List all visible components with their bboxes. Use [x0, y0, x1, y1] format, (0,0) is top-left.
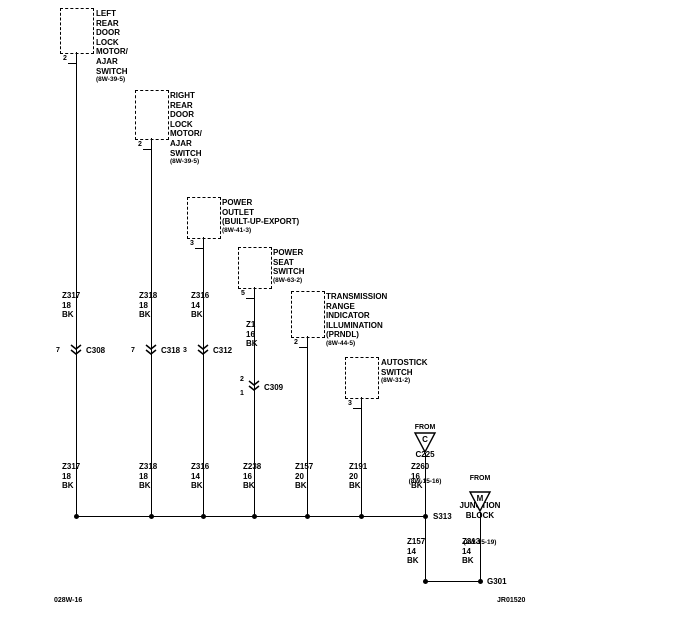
junction-dot [74, 514, 79, 519]
inline-connector-icon [248, 380, 260, 391]
inline-connector-icon [70, 344, 82, 355]
wire-z157 [307, 336, 309, 517]
connector-label: C309 [264, 383, 284, 392]
pin-number: 5 [241, 290, 245, 297]
connector-triangle-icon: M [468, 491, 492, 513]
connector-triangle-icon: C [413, 432, 437, 454]
component-label: TRANSMISSION RANGE INDICATOR ILLUMINATIO… [326, 292, 387, 348]
connector-label: C312 [213, 346, 233, 355]
wire-z316 [203, 237, 205, 517]
connector-pin-number: 3 [183, 347, 187, 354]
pin-number: 2 [138, 141, 142, 148]
pin-tick [246, 298, 254, 300]
component-box-left-rear-door-lock [60, 8, 94, 54]
connector-pin-number: 1 [240, 390, 244, 397]
pin-number: 2 [63, 55, 67, 62]
from-text: FROM [414, 424, 436, 431]
wire-z317 [76, 52, 78, 517]
wire-label: Z317 18 BK [62, 462, 81, 491]
source-c225: FROM C225 (8W-15-16) [401, 406, 449, 504]
triangle-letter: M [477, 494, 484, 503]
wire-z318 [151, 138, 153, 517]
wire-label: Z191 20 BK [349, 462, 368, 491]
inline-connector-icon [197, 344, 209, 355]
component-box-power-seat-switch [238, 247, 272, 289]
wire-label: Z318 18 BK [139, 291, 158, 320]
pin-tick [299, 347, 307, 349]
component-label: RIGHT REAR DOOR LOCK MOTOR/ AJAR SWITCH(… [170, 91, 202, 166]
wire-label: Z316 14 BK [191, 462, 210, 491]
ground-link-wire [425, 581, 481, 583]
component-name: TRANSMISSION RANGE INDICATOR ILLUMINATIO… [326, 292, 388, 340]
pin-tick [353, 408, 361, 410]
wire-label: Z313 14 BK [462, 537, 481, 566]
component-ref: (8W-63-2) [273, 276, 303, 284]
component-name: AUTOSTICK SWITCH [381, 358, 428, 377]
component-ref: (8W-41-3) [222, 226, 252, 234]
component-label: LEFT REAR DOOR LOCK MOTOR/ AJAR SWITCH (8… [96, 9, 128, 84]
ground-dot [478, 579, 483, 584]
wire-label: Z238 16 BK [243, 462, 262, 491]
component-label: POWER OUTLET (BUILT-UP-EXPORT) (8W-41-3) [222, 198, 299, 235]
triangle-letter: C [422, 435, 428, 444]
footer-code-left: 028W-16 [54, 597, 83, 604]
component-label: POWER SEAT SWITCH (8W-63-2) [273, 248, 305, 285]
inline-connector-icon [145, 344, 157, 355]
connector-pin-number: 7 [56, 347, 60, 354]
component-name: POWER SEAT SWITCH [273, 248, 305, 277]
source-ref: (8W-15-16) [408, 477, 442, 485]
pin-tick [68, 63, 76, 65]
junction-dot [252, 514, 257, 519]
junction-dot [423, 579, 428, 584]
junction-dot [201, 514, 206, 519]
wire-label: Z1 16 BK [246, 320, 258, 349]
splice-s313-label: S313 [433, 512, 452, 521]
junction-dot [359, 514, 364, 519]
pin-number: 3 [190, 240, 194, 247]
component-ref: (8W-39-5) [170, 158, 200, 166]
ground-g301-label: G301 [487, 577, 507, 586]
component-box-right-rear-door-lock [135, 90, 169, 140]
pin-number: 3 [348, 400, 352, 407]
wire-z1-z238 [254, 287, 256, 517]
connector-label: C318 [161, 346, 181, 355]
source-ref: (8W-15-19) [463, 538, 497, 546]
wire-label: Z260 16 BK [411, 462, 430, 491]
component-name: POWER OUTLET (BUILT-UP-EXPORT) [222, 198, 300, 227]
wire-z191 [361, 397, 363, 517]
source-name: C225 [415, 450, 435, 460]
wire-label: Z157 14 BK [407, 537, 426, 566]
connector-pin-number: 2 [240, 376, 244, 383]
component-label: AUTOSTICK SWITCH (8W-31-2) [381, 358, 428, 385]
wire-label: Z318 18 BK [139, 462, 158, 491]
wire-label: Z316 14 BK [191, 291, 210, 320]
from-text: FROM [469, 475, 491, 482]
component-name: LEFT REAR DOOR LOCK MOTOR/ AJAR SWITCH [96, 9, 128, 76]
connector-pin-number: 7 [131, 347, 135, 354]
pin-tick [195, 248, 203, 250]
wire-label: Z317 18 BK [62, 291, 81, 320]
pin-number: 2 [294, 339, 298, 346]
component-ref: (8W-39-5) [96, 76, 126, 84]
component-ref: (8W-31-2) [381, 377, 411, 385]
footer-code-right: JR01520 [497, 597, 526, 604]
ground-bus-wire [76, 516, 426, 518]
connector-label: C308 [86, 346, 106, 355]
component-box-transmission-range-indicator [291, 291, 325, 338]
component-box-autostick-switch [345, 357, 379, 399]
component-box-power-outlet [187, 197, 221, 239]
component-ref: (8W-44-5) [326, 339, 356, 347]
component-name: RIGHT REAR DOOR LOCK MOTOR/ AJAR SWITCH [170, 91, 202, 158]
splice-dot [423, 514, 428, 519]
junction-dot [305, 514, 310, 519]
wire-label: Z157 20 BK [295, 462, 314, 491]
wire-z313 [480, 512, 482, 582]
pin-tick [143, 149, 151, 151]
junction-dot [149, 514, 154, 519]
